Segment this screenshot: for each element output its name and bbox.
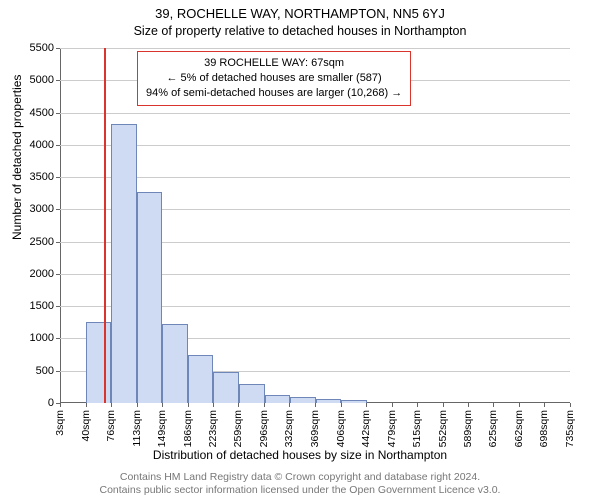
- ytick-mark: [56, 80, 60, 81]
- xtick-label: 259sqm: [232, 410, 244, 447]
- gridline: [60, 48, 570, 49]
- xtick-label: 113sqm: [131, 410, 143, 447]
- xtick-mark: [188, 403, 189, 407]
- xtick-mark: [111, 403, 112, 407]
- x-axis-label: Distribution of detached houses by size …: [0, 448, 600, 462]
- ytick-mark: [56, 145, 60, 146]
- ytick-label: 500: [14, 365, 54, 377]
- histogram-bar: [213, 372, 239, 403]
- xtick-label: 515sqm: [411, 410, 423, 447]
- xtick-label: 223sqm: [207, 410, 219, 447]
- xtick-mark: [443, 403, 444, 407]
- footer-attribution-2: Contains public sector information licen…: [0, 484, 600, 496]
- xtick-label: 332sqm: [283, 410, 295, 447]
- chart-title-address: 39, ROCHELLE WAY, NORTHAMPTON, NN5 6YJ: [0, 6, 600, 21]
- callout-line: 94% of semi-detached houses are larger (…: [146, 86, 402, 101]
- y-axis-line: [60, 48, 61, 403]
- histogram-bar: [290, 397, 316, 403]
- xtick-label: 735sqm: [564, 410, 576, 447]
- ytick-mark: [56, 306, 60, 307]
- ytick-mark: [56, 48, 60, 49]
- xtick-label: 76sqm: [105, 410, 117, 442]
- xtick-label: 479sqm: [386, 410, 398, 447]
- xtick-mark: [137, 403, 138, 407]
- ytick-label: 4000: [14, 139, 54, 151]
- xtick-mark: [264, 403, 265, 407]
- ytick-label: 2000: [14, 268, 54, 280]
- histogram-bar: [137, 192, 163, 403]
- histogram-bar: [162, 324, 188, 403]
- ytick-mark: [56, 338, 60, 339]
- xtick-label: 406sqm: [335, 410, 347, 447]
- xtick-label: 3sqm: [54, 410, 66, 436]
- xtick-label: 442sqm: [360, 410, 372, 447]
- histogram-bar: [316, 399, 342, 403]
- property-marker-line: [104, 48, 106, 403]
- callout-line: ← 5% of detached houses are smaller (587…: [146, 71, 402, 86]
- ytick-mark: [56, 274, 60, 275]
- xtick-label: 186sqm: [182, 410, 194, 447]
- ytick-label: 4500: [14, 107, 54, 119]
- xtick-mark: [162, 403, 163, 407]
- xtick-label: 369sqm: [309, 410, 321, 447]
- xtick-label: 552sqm: [437, 410, 449, 447]
- xtick-label: 662sqm: [513, 410, 525, 447]
- histogram-bar: [111, 124, 137, 403]
- ytick-label: 1500: [14, 300, 54, 312]
- xtick-mark: [544, 403, 545, 407]
- ytick-mark: [56, 209, 60, 210]
- ytick-label: 3000: [14, 203, 54, 215]
- histogram-bar: [86, 322, 112, 403]
- xtick-label: 625sqm: [487, 410, 499, 447]
- histogram-bar: [188, 355, 214, 403]
- callout-box: 39 ROCHELLE WAY: 67sqm← 5% of detached h…: [137, 51, 411, 106]
- xtick-mark: [341, 403, 342, 407]
- xtick-mark: [493, 403, 494, 407]
- xtick-mark: [315, 403, 316, 407]
- callout-line: 39 ROCHELLE WAY: 67sqm: [146, 56, 402, 71]
- histogram-bar: [239, 384, 265, 403]
- gridline: [60, 113, 570, 114]
- ytick-label: 3500: [14, 171, 54, 183]
- xtick-mark: [213, 403, 214, 407]
- histogram-bar: [341, 400, 367, 403]
- xtick-mark: [238, 403, 239, 407]
- ytick-label: 1000: [14, 332, 54, 344]
- xtick-mark: [570, 403, 571, 407]
- footer-attribution-1: Contains HM Land Registry data © Crown c…: [0, 471, 600, 483]
- xtick-label: 149sqm: [156, 410, 168, 447]
- xtick-label: 40sqm: [80, 410, 92, 442]
- ytick-mark: [56, 113, 60, 114]
- ytick-mark: [56, 242, 60, 243]
- xtick-mark: [468, 403, 469, 407]
- xtick-mark: [366, 403, 367, 407]
- xtick-label: 296sqm: [258, 410, 270, 447]
- xtick-mark: [60, 403, 61, 407]
- ytick-mark: [56, 177, 60, 178]
- xtick-mark: [417, 403, 418, 407]
- ytick-label: 5500: [14, 42, 54, 54]
- xtick-mark: [392, 403, 393, 407]
- xtick-label: 698sqm: [538, 410, 550, 447]
- ytick-mark: [56, 371, 60, 372]
- histogram-bar: [265, 395, 291, 403]
- xtick-mark: [289, 403, 290, 407]
- ytick-label: 2500: [14, 236, 54, 248]
- ytick-label: 0: [14, 397, 54, 409]
- xtick-label: 589sqm: [462, 410, 474, 447]
- ytick-label: 5000: [14, 74, 54, 86]
- xtick-mark: [519, 403, 520, 407]
- chart-subtitle: Size of property relative to detached ho…: [0, 24, 600, 38]
- xtick-mark: [86, 403, 87, 407]
- plot-area: 0500100015002000250030003500400045005000…: [60, 48, 570, 403]
